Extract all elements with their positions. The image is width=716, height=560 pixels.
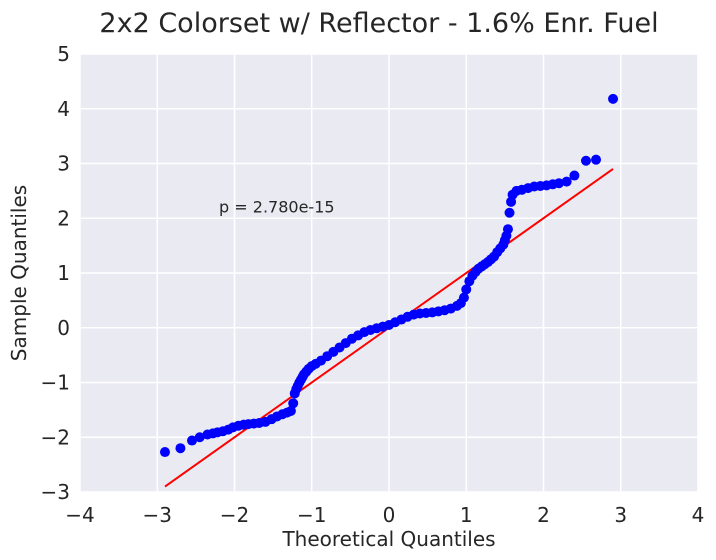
x-tick-label: −1: [297, 503, 326, 527]
y-tick-label: −3: [41, 480, 70, 504]
data-point: [569, 170, 580, 181]
data-point: [288, 398, 299, 409]
y-tick-label: 1: [57, 261, 70, 285]
p-value-annotation: p = 2.780e-15: [219, 197, 335, 216]
y-tick-label: −1: [41, 371, 70, 395]
data-point: [502, 224, 513, 235]
y-tick-label: 0: [57, 316, 70, 340]
y-axis-label: Sample Quantiles: [7, 185, 31, 361]
y-tick-label: 4: [57, 97, 70, 121]
x-tick-label: 3: [614, 503, 627, 527]
data-point: [175, 443, 186, 454]
x-tick-label: −2: [220, 503, 249, 527]
y-tick-labels: −3 −2 −1 0 1 2 3 4 5: [41, 42, 70, 504]
y-tick-label: 5: [57, 42, 70, 66]
y-tick-label: 2: [57, 206, 70, 230]
grid-lines: [79, 53, 699, 493]
x-tick-label: 1: [460, 503, 473, 527]
x-tick-label: 2: [537, 503, 550, 527]
data-point: [461, 284, 472, 295]
data-point: [608, 93, 619, 104]
x-tick-label: −3: [143, 503, 172, 527]
data-points: [159, 93, 619, 458]
data-point: [553, 178, 564, 189]
data-point: [561, 176, 572, 187]
data-point: [591, 154, 602, 165]
data-point: [458, 292, 469, 303]
x-tick-labels: −4 −3 −2 −1 0 1 2 3 4: [65, 503, 704, 527]
data-point: [159, 447, 170, 458]
data-point: [285, 405, 296, 416]
data-point: [580, 155, 591, 166]
x-tick-label: 4: [692, 503, 705, 527]
x-axis-label: Theoretical Quantiles: [281, 527, 495, 551]
y-tick-label: 3: [57, 152, 70, 176]
y-tick-label: −2: [41, 425, 70, 449]
x-tick-label: −4: [65, 503, 94, 527]
data-point: [187, 435, 198, 446]
chart-title: 2x2 Colorset w/ Reflector - 1.6% Enr. Fu…: [99, 8, 658, 39]
data-point: [194, 432, 205, 443]
data-point: [504, 207, 515, 218]
x-tick-label: 0: [383, 503, 396, 527]
